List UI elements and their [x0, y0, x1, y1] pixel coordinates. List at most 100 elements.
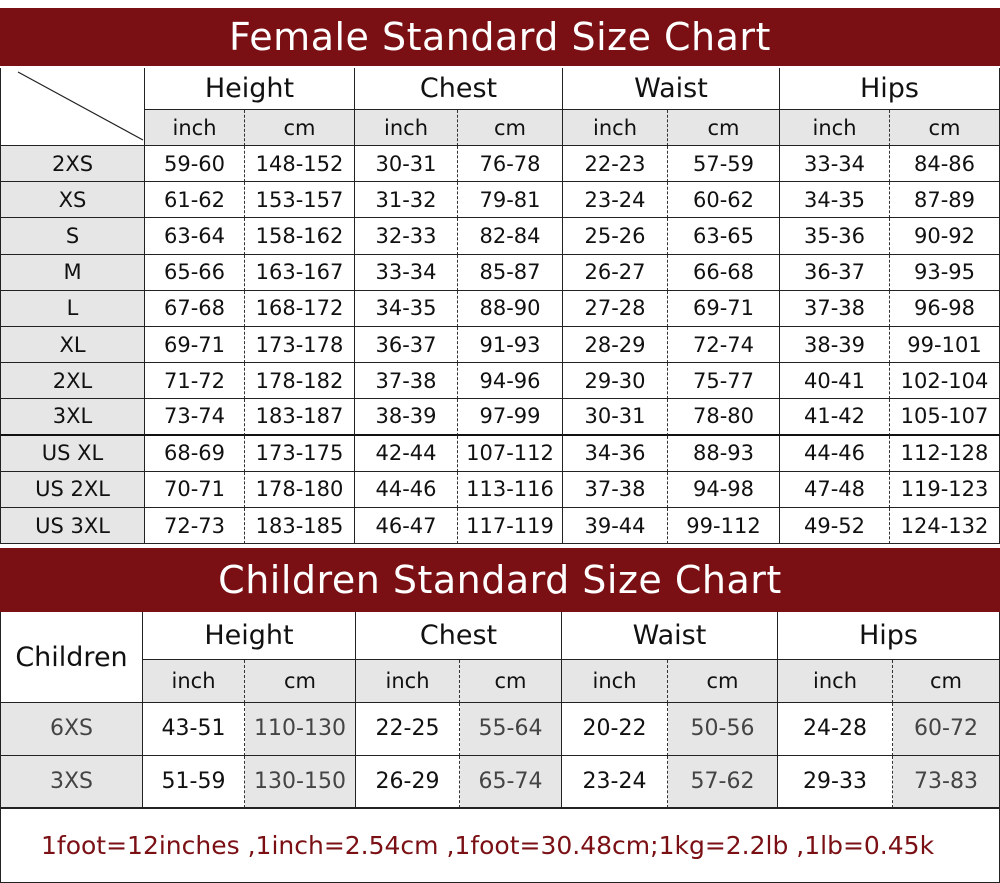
unit-header: inch [145, 110, 245, 146]
size-value: 25-26 [563, 218, 668, 255]
size-value: 39-44 [563, 508, 668, 545]
size-value: 29-33 [778, 755, 893, 808]
size-value: 30-31 [355, 146, 458, 183]
size-value: 22-23 [563, 146, 668, 183]
group-header: Hips [778, 612, 1000, 660]
size-value: 37-38 [355, 363, 458, 400]
female-title: Female Standard Size Chart [0, 8, 1000, 66]
size-value: 61-62 [145, 182, 245, 219]
size-value: 29-30 [563, 363, 668, 400]
size-value: 50-56 [668, 703, 778, 756]
size-value: 113-116 [458, 471, 563, 508]
size-value: 38-39 [355, 399, 458, 436]
corner-label: Children [0, 612, 143, 703]
size-label: S [0, 218, 145, 255]
size-value: 33-34 [780, 146, 890, 183]
size-value: 117-119 [458, 508, 563, 545]
conversion-note: 1foot=12inches ,1inch=2.54cm ,1foot=30.4… [0, 808, 1000, 883]
size-value: 183-187 [245, 399, 355, 436]
group-header: Chest [355, 68, 563, 110]
size-value: 99-112 [668, 508, 780, 545]
size-value: 37-38 [563, 471, 668, 508]
size-value: 51-59 [143, 755, 245, 808]
size-value: 97-99 [458, 399, 563, 436]
size-value: 30-31 [563, 399, 668, 436]
size-value: 27-28 [563, 290, 668, 327]
unit-header: cm [668, 660, 778, 703]
size-label: XL [0, 327, 145, 364]
size-value: 31-32 [355, 182, 458, 219]
size-value: 60-72 [893, 703, 1000, 756]
size-value: 43-51 [143, 703, 245, 756]
size-value: 91-93 [458, 327, 563, 364]
size-value: 163-167 [245, 254, 355, 291]
unit-header: inch [563, 110, 668, 146]
size-value: 94-96 [458, 363, 563, 400]
size-label: L [0, 290, 145, 327]
size-value: 65-66 [145, 254, 245, 291]
group-header: Chest [356, 612, 562, 660]
size-label: 3XL [0, 399, 145, 436]
size-value: 158-162 [245, 218, 355, 255]
size-value: 72-73 [145, 508, 245, 545]
size-value: 32-33 [355, 218, 458, 255]
group-header: Waist [563, 68, 780, 110]
size-value: 41-42 [780, 399, 890, 436]
unit-header: cm [245, 660, 356, 703]
size-value: 93-95 [890, 254, 1000, 291]
size-value: 44-46 [355, 471, 458, 508]
size-label: US XL [0, 435, 145, 472]
size-value: 33-34 [355, 254, 458, 291]
size-value: 173-175 [245, 435, 355, 472]
size-value: 69-71 [145, 327, 245, 364]
size-label: XS [0, 182, 145, 219]
size-value: 44-46 [780, 435, 890, 472]
size-value: 87-89 [890, 182, 1000, 219]
size-value: 67-68 [145, 290, 245, 327]
group-header: Height [143, 612, 356, 660]
unit-header: inch [355, 110, 458, 146]
size-value: 84-86 [890, 146, 1000, 183]
children-title: Children Standard Size Chart [0, 548, 1000, 612]
size-value: 99-101 [890, 327, 1000, 364]
size-value: 178-182 [245, 363, 355, 400]
size-value: 94-98 [668, 471, 780, 508]
size-value: 69-71 [668, 290, 780, 327]
unit-header: cm [460, 660, 562, 703]
size-value: 70-71 [145, 471, 245, 508]
size-value: 178-180 [245, 471, 355, 508]
size-value: 63-65 [668, 218, 780, 255]
unit-header: inch [143, 660, 245, 703]
unit-header: cm [245, 110, 355, 146]
size-value: 76-78 [458, 146, 563, 183]
size-value: 119-123 [890, 471, 1000, 508]
size-value: 105-107 [890, 399, 1000, 436]
size-value: 38-39 [780, 327, 890, 364]
size-value: 73-74 [145, 399, 245, 436]
size-value: 88-90 [458, 290, 563, 327]
size-value: 153-157 [245, 182, 355, 219]
size-value: 124-132 [890, 508, 1000, 545]
size-value: 28-29 [563, 327, 668, 364]
unit-header: inch [562, 660, 668, 703]
size-value: 148-152 [245, 146, 355, 183]
group-header: Height [145, 68, 355, 110]
size-value: 24-28 [778, 703, 893, 756]
size-value: 85-87 [458, 254, 563, 291]
size-label: US 3XL [0, 508, 145, 545]
size-label: M [0, 254, 145, 291]
unit-header: cm [890, 110, 1000, 146]
size-label: 2XL [0, 363, 145, 400]
size-value: 73-83 [893, 755, 1000, 808]
size-value: 72-74 [668, 327, 780, 364]
size-value: 102-104 [890, 363, 1000, 400]
size-value: 23-24 [562, 755, 668, 808]
size-value: 168-172 [245, 290, 355, 327]
unit-header: cm [458, 110, 563, 146]
size-value: 46-47 [355, 508, 458, 545]
unit-header: inch [778, 660, 893, 703]
size-value: 59-60 [145, 146, 245, 183]
size-value: 23-24 [563, 182, 668, 219]
unit-header: cm [668, 110, 780, 146]
